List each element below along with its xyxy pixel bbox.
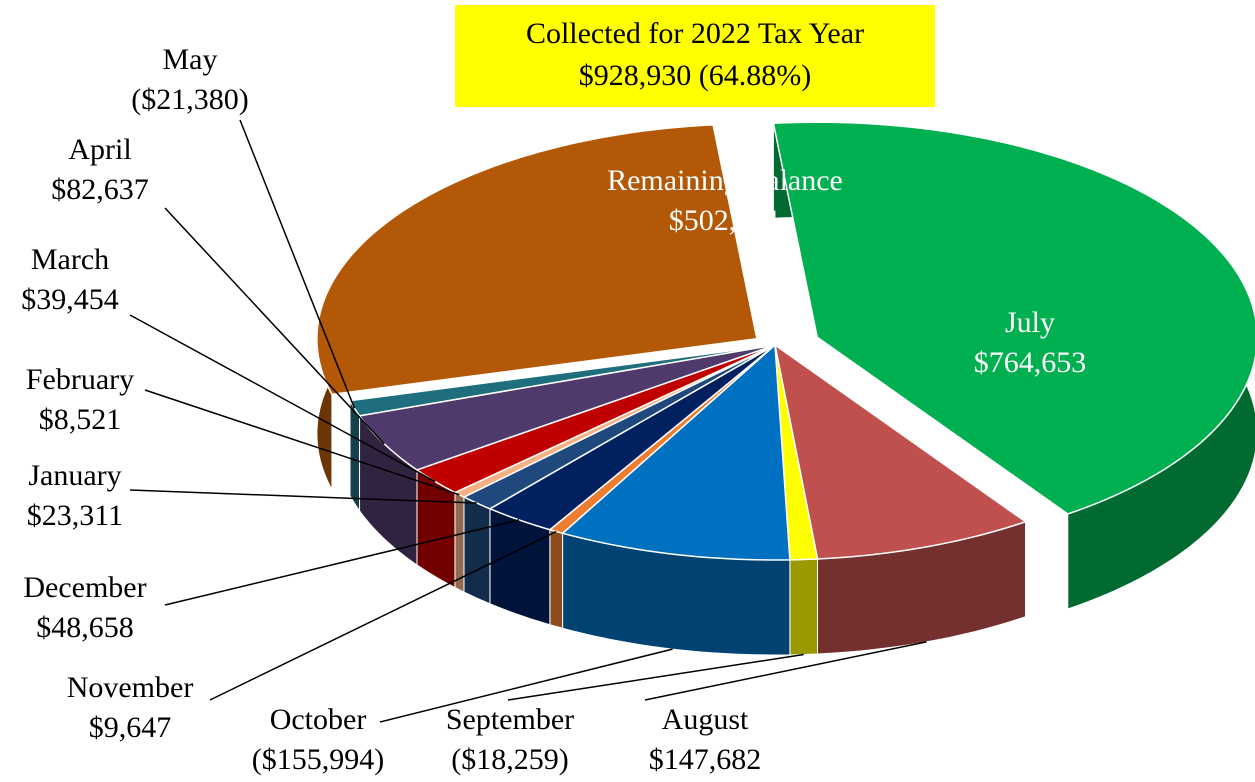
slice-value-label: ($21,380): [131, 83, 248, 116]
slice: [415, 344, 776, 494]
slice-label: October: [270, 703, 367, 736]
slice-label: Remaining Balance: [607, 164, 843, 197]
slice-value-label: $9,647: [89, 711, 172, 744]
slice-value-label: ($18,259): [451, 743, 568, 776]
slice-label: April: [68, 133, 131, 166]
leader-line: [644, 641, 927, 701]
slice-value-label: $48,658: [36, 611, 134, 644]
slice-label: September: [446, 703, 574, 736]
slice-value-label: $23,311: [27, 499, 123, 532]
leader-line: [239, 119, 356, 409]
slice-side: [349, 398, 361, 513]
slice: [316, 124, 758, 396]
slice-label: January: [28, 459, 121, 492]
slice: [561, 343, 791, 561]
title-box: [455, 5, 935, 107]
slice-label: December: [23, 571, 146, 604]
slice-label: August: [662, 703, 749, 736]
leader-line: [129, 314, 436, 483]
slice-value-label: $147,682: [649, 743, 762, 776]
slice-label: July: [1005, 306, 1055, 339]
slice-value-label: $502,761: [669, 204, 782, 237]
slice-value-label: ($155,994): [252, 743, 384, 776]
slice: [773, 343, 1028, 560]
slice-value-label: $764,653: [974, 346, 1087, 379]
slice: [488, 344, 776, 531]
slice-label: November: [67, 671, 194, 704]
leader-line: [164, 519, 520, 606]
chart-title: Collected for 2022 Tax Year: [526, 17, 864, 50]
slice-label: February: [26, 363, 134, 396]
leader-line: [379, 648, 673, 723]
slice-side: [789, 558, 819, 656]
chart-subtitle: $928,930 (64.88%): [579, 59, 811, 92]
slice: [772, 121, 1255, 515]
leader-line: [164, 207, 385, 445]
slice-side: [463, 496, 491, 605]
leader-line: [507, 653, 804, 701]
slice-label: May: [163, 43, 218, 76]
slice-value-label: $39,454: [21, 283, 119, 316]
slice-side: [549, 529, 564, 629]
leader-line: [209, 530, 557, 701]
slice-label: March: [31, 243, 109, 276]
slice-value-label: $82,637: [51, 173, 149, 206]
leader-line: [144, 389, 460, 496]
slice-value-label: $8,521: [39, 403, 122, 436]
leader-line: [129, 489, 477, 504]
